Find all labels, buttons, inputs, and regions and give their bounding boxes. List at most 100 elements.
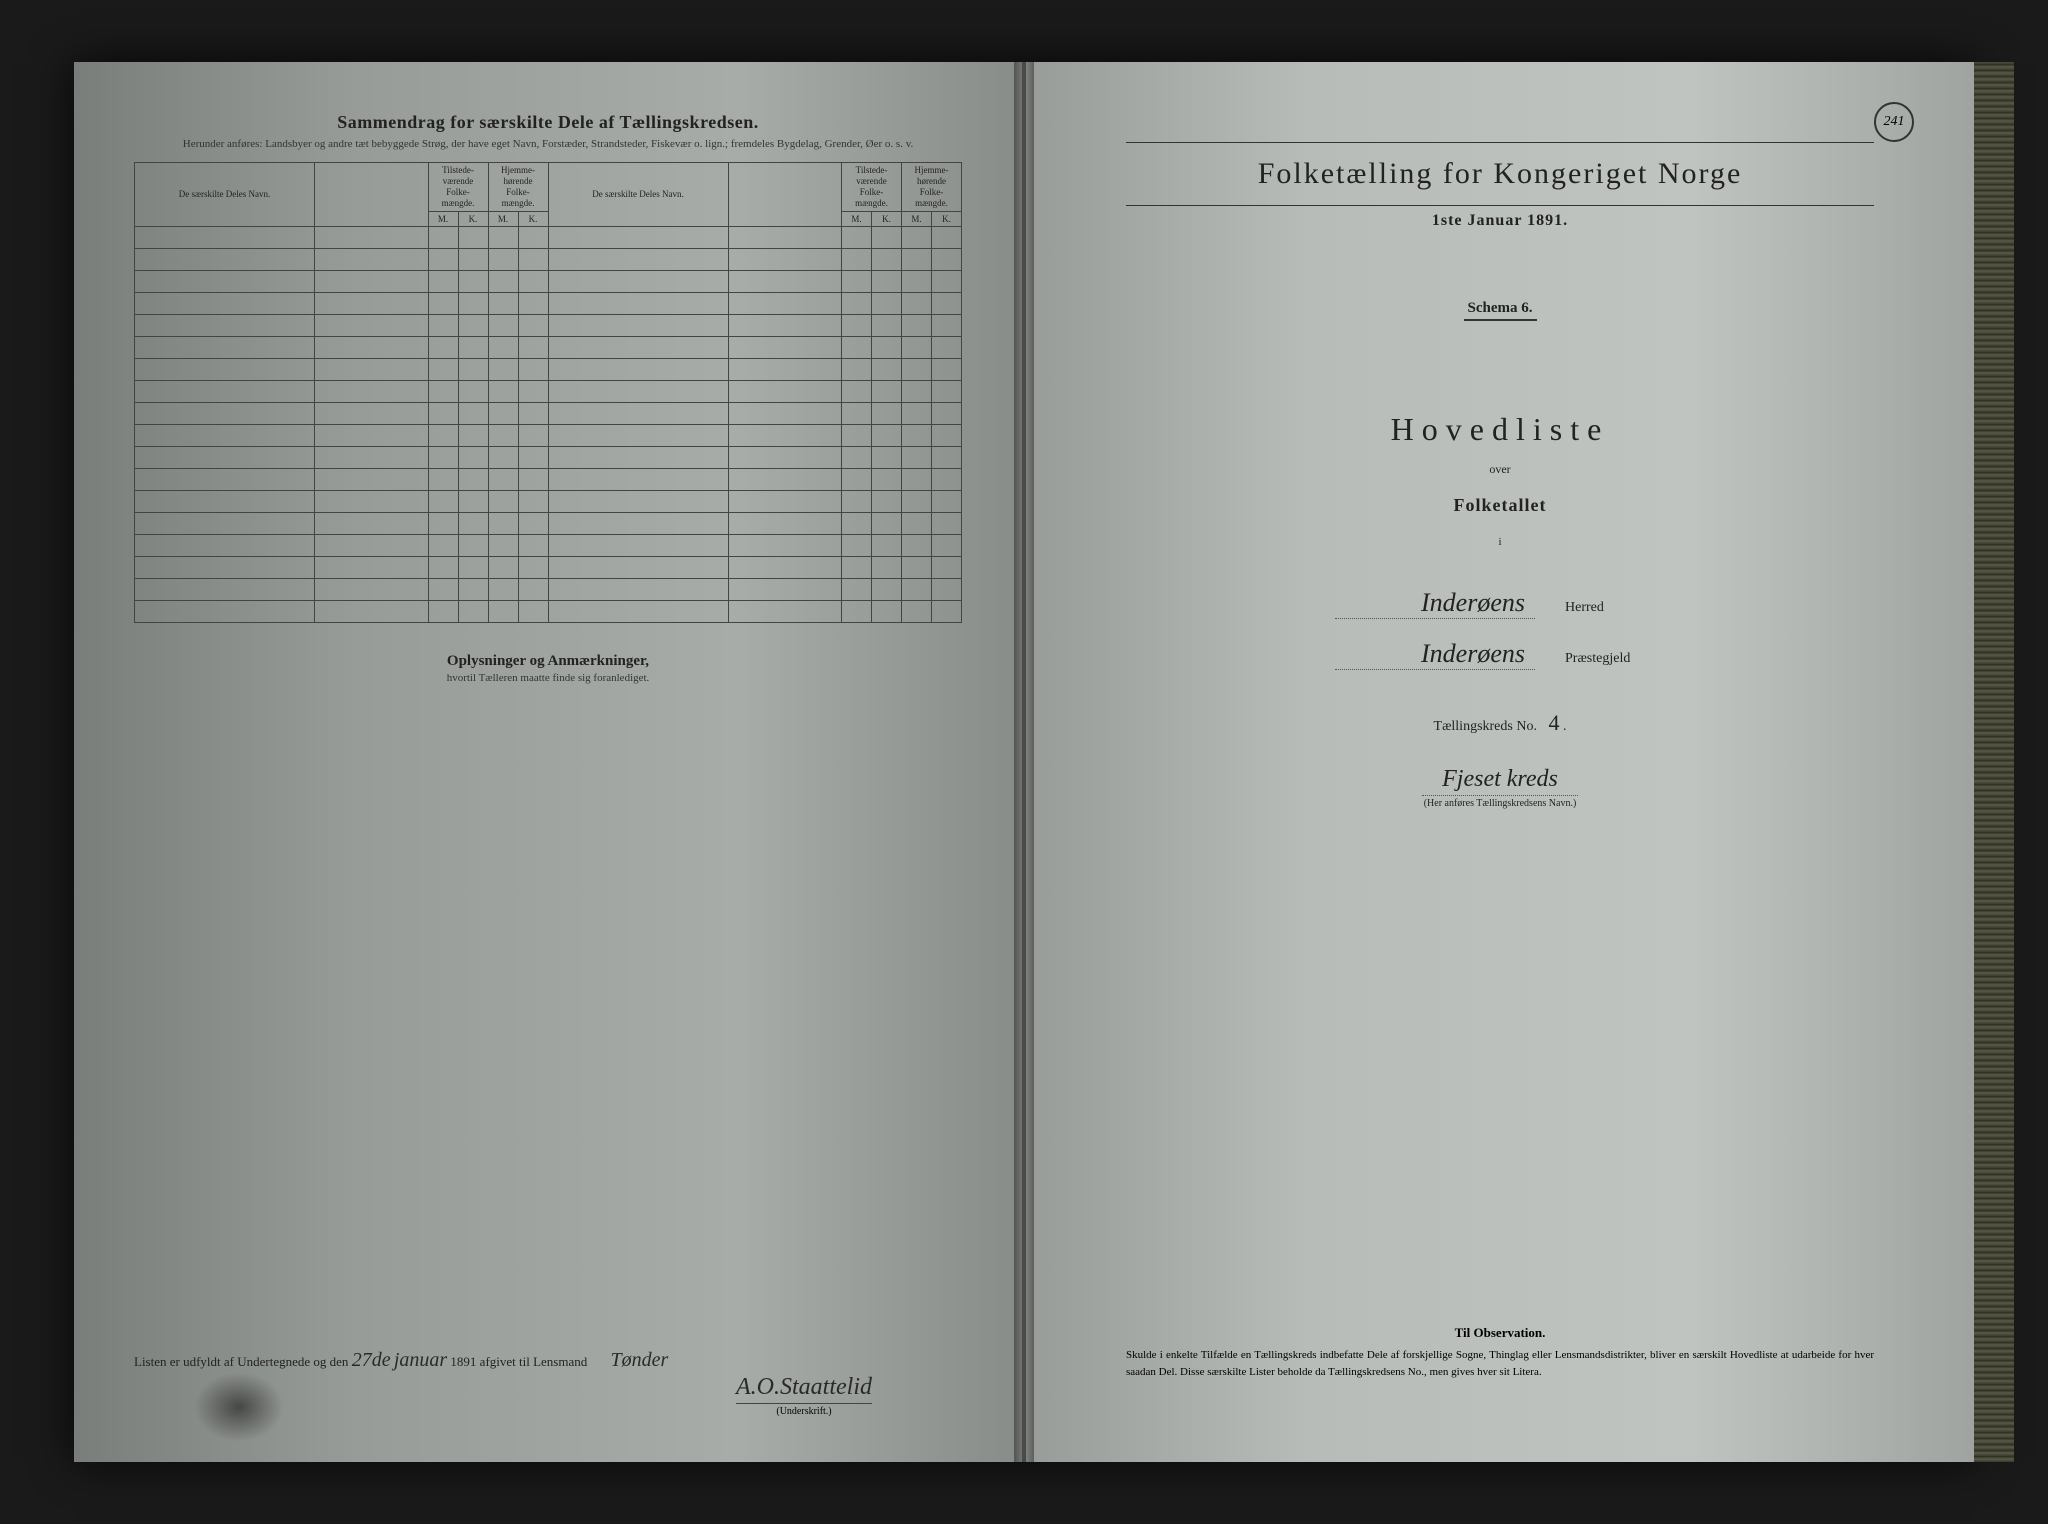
table-cell [488, 249, 518, 271]
table-cell [315, 337, 429, 359]
i-label: i [1086, 536, 1914, 548]
table-cell [458, 337, 488, 359]
table-cell [428, 359, 458, 381]
table-cell [458, 513, 488, 535]
table-cell [872, 293, 902, 315]
table-row [135, 271, 962, 293]
table-cell [932, 381, 962, 403]
kreds-name: Fjeset kreds [1422, 766, 1578, 796]
table-cell [518, 447, 548, 469]
table-cell [135, 513, 315, 535]
table-cell [315, 601, 429, 623]
table-cell [135, 557, 315, 579]
table-cell [488, 271, 518, 293]
over-label: over [1086, 462, 1914, 477]
col-huslisters-1 [315, 163, 429, 227]
table-cell [488, 513, 518, 535]
table-row [135, 403, 962, 425]
col-m: M. [488, 211, 518, 227]
table-cell [902, 447, 932, 469]
table-row [135, 491, 962, 513]
table-cell [902, 381, 932, 403]
table-cell [135, 403, 315, 425]
table-cell [872, 579, 902, 601]
table-cell [932, 249, 962, 271]
table-cell [548, 579, 728, 601]
table-cell [548, 557, 728, 579]
table-cell [488, 425, 518, 447]
table-cell [902, 403, 932, 425]
table-cell [842, 535, 872, 557]
table-cell [135, 601, 315, 623]
table-cell [548, 601, 728, 623]
table-cell [902, 227, 932, 249]
census-date: 1ste Januar 1891. [1086, 212, 1914, 230]
table-cell [518, 249, 548, 271]
table-cell [842, 469, 872, 491]
table-cell [872, 271, 902, 293]
table-cell [135, 425, 315, 447]
table-cell [518, 557, 548, 579]
table-cell [842, 293, 872, 315]
table-cell [902, 293, 932, 315]
table-cell [728, 513, 842, 535]
table-cell [518, 227, 548, 249]
remarks-section: Oplysninger og Anmærkninger, hvortil Tæl… [134, 653, 962, 684]
table-row [135, 249, 962, 271]
table-cell [518, 293, 548, 315]
col-k: K. [458, 211, 488, 227]
col-huslisters-2 [728, 163, 842, 227]
herred-value: Inderøens [1335, 588, 1535, 619]
col-m: M. [902, 211, 932, 227]
schema-label: Schema 6. [1464, 300, 1537, 321]
table-cell [932, 271, 962, 293]
table-cell [135, 315, 315, 337]
table-cell [488, 337, 518, 359]
table-cell [548, 227, 728, 249]
table-cell [518, 337, 548, 359]
table-cell [518, 315, 548, 337]
signature: A.O.Staattelid [736, 1374, 872, 1401]
table-cell [315, 579, 429, 601]
table-cell [872, 557, 902, 579]
table-cell [458, 447, 488, 469]
table-cell [902, 425, 932, 447]
table-cell [518, 271, 548, 293]
table-cell [315, 425, 429, 447]
table-cell [902, 535, 932, 557]
table-cell [902, 249, 932, 271]
table-cell [842, 227, 872, 249]
table-cell [872, 403, 902, 425]
table-cell [728, 469, 842, 491]
table-cell [458, 293, 488, 315]
table-cell [728, 227, 842, 249]
col-k: K. [872, 211, 902, 227]
table-cell [488, 359, 518, 381]
table-cell [842, 601, 872, 623]
table-cell [135, 293, 315, 315]
table-cell [842, 271, 872, 293]
table-cell [842, 337, 872, 359]
table-cell [135, 469, 315, 491]
table-cell [728, 359, 842, 381]
table-row [135, 469, 962, 491]
table-row [135, 557, 962, 579]
table-row [135, 535, 962, 557]
table-cell [548, 425, 728, 447]
table-cell [428, 601, 458, 623]
kreds-label: Tællingskreds No. [1434, 719, 1537, 734]
col-name-2: De særskilte Deles Navn. [548, 163, 728, 227]
table-cell [548, 491, 728, 513]
table-cell [728, 557, 842, 579]
table-cell [932, 425, 962, 447]
book-spine [1014, 62, 1034, 1462]
table-cell [315, 557, 429, 579]
table-cell [902, 491, 932, 513]
table-cell [902, 601, 932, 623]
table-cell [548, 271, 728, 293]
table-cell [315, 491, 429, 513]
table-cell [135, 337, 315, 359]
table-cell [842, 425, 872, 447]
table-cell [548, 315, 728, 337]
table-cell [932, 337, 962, 359]
